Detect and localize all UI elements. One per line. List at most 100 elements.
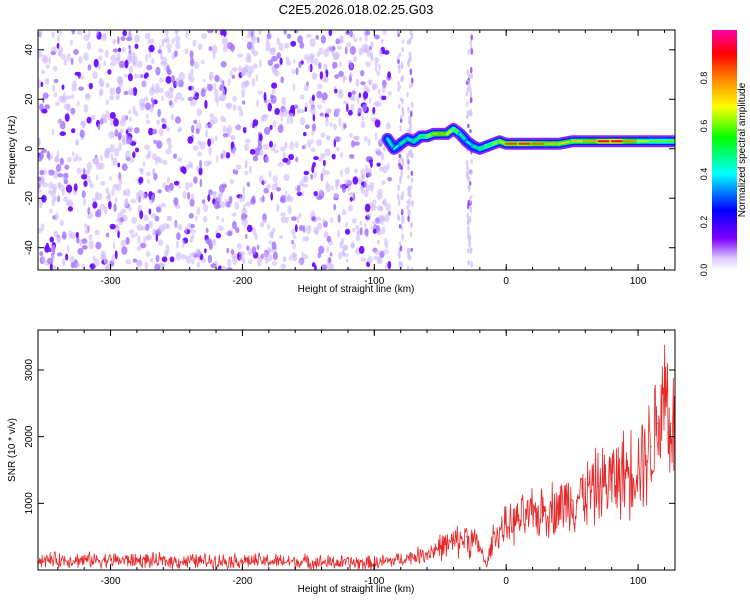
noise-speck bbox=[112, 241, 116, 250]
noise-speck bbox=[178, 184, 182, 189]
noise-speck bbox=[292, 83, 296, 92]
noise-speck bbox=[128, 30, 132, 34]
noise-speck bbox=[465, 91, 469, 97]
noise-speck bbox=[299, 41, 305, 49]
noise-speck bbox=[360, 81, 366, 86]
noise-speck bbox=[147, 150, 152, 159]
noise-speck bbox=[83, 34, 90, 41]
noise-speck bbox=[170, 113, 175, 121]
noise-speck bbox=[406, 204, 409, 210]
noise-speck bbox=[304, 106, 307, 112]
noise-speck bbox=[203, 78, 206, 83]
noise-speck bbox=[279, 57, 283, 66]
noise-speck bbox=[131, 217, 138, 224]
noise-speck bbox=[244, 158, 248, 168]
noise-speck bbox=[242, 203, 246, 213]
noise-speck bbox=[230, 135, 236, 141]
noise-speck bbox=[466, 110, 470, 118]
noise-speck bbox=[118, 177, 123, 186]
noise-speck bbox=[187, 191, 191, 200]
noise-speck bbox=[370, 41, 374, 49]
noise-speck bbox=[220, 30, 225, 36]
noise-speck bbox=[231, 220, 237, 230]
noise-speck bbox=[272, 260, 277, 266]
noise-speck bbox=[44, 245, 50, 253]
noise-speck bbox=[148, 208, 152, 215]
noise-speck bbox=[105, 265, 109, 270]
noise-speck bbox=[267, 248, 274, 253]
snr-point bbox=[400, 558, 402, 560]
noise-speck bbox=[85, 169, 91, 175]
noise-speck bbox=[382, 198, 387, 207]
noise-speck bbox=[41, 148, 47, 153]
noise-speck bbox=[256, 99, 259, 107]
noise-speck bbox=[291, 216, 297, 222]
noise-speck bbox=[376, 193, 383, 200]
noise-speck bbox=[468, 234, 471, 243]
noise-speck bbox=[229, 178, 234, 185]
noise-speck bbox=[468, 109, 472, 117]
noise-speck bbox=[342, 244, 348, 251]
noise-speck bbox=[219, 78, 223, 84]
noise-speck bbox=[142, 80, 147, 88]
noise-speck bbox=[353, 141, 360, 146]
noise-speck bbox=[398, 241, 402, 246]
snr-x-tick-label: 0 bbox=[503, 576, 509, 587]
noise-speck bbox=[387, 210, 391, 216]
noise-speck bbox=[38, 79, 42, 88]
noise-speck bbox=[355, 78, 360, 88]
noise-speck bbox=[252, 63, 258, 69]
noise-speck bbox=[370, 203, 377, 212]
noise-speck bbox=[156, 206, 161, 213]
noise-speck bbox=[278, 111, 284, 117]
noise-speck bbox=[222, 88, 225, 98]
noise-speck bbox=[135, 147, 139, 153]
noise-speck bbox=[95, 241, 102, 250]
noise-speck bbox=[272, 175, 278, 183]
spectrogram-x-label: Height of straight line (km) bbox=[298, 284, 415, 295]
noise-speck bbox=[470, 261, 474, 268]
noise-speck bbox=[121, 246, 128, 255]
noise-speck bbox=[367, 138, 371, 147]
noise-speck bbox=[363, 136, 368, 142]
noise-speck bbox=[39, 251, 44, 257]
noise-speck bbox=[105, 232, 110, 238]
snr-x-tick-label: -200 bbox=[232, 576, 252, 587]
noise-speck bbox=[165, 244, 170, 249]
noise-speck bbox=[134, 127, 140, 134]
noise-speck bbox=[335, 179, 340, 184]
noise-speck bbox=[108, 131, 115, 139]
signal-trace bbox=[381, 123, 675, 155]
noise-speck bbox=[326, 257, 332, 266]
noise-speck bbox=[374, 34, 380, 40]
noise-speck bbox=[313, 191, 318, 197]
noise-speck bbox=[65, 95, 72, 100]
noise-speck bbox=[241, 217, 248, 227]
snr-x-label: Height of straight line (km) bbox=[298, 584, 415, 595]
noise-speck bbox=[87, 207, 91, 215]
noise-speck bbox=[371, 84, 376, 91]
noise-speck bbox=[139, 210, 144, 220]
noise-speck bbox=[354, 168, 359, 174]
noise-speck bbox=[341, 209, 347, 216]
noise-speck bbox=[352, 227, 356, 233]
noise-speck bbox=[377, 255, 381, 264]
noise-speck bbox=[406, 200, 409, 204]
noise-speck bbox=[366, 87, 371, 94]
noise-speck bbox=[316, 52, 320, 58]
noise-speck bbox=[218, 97, 225, 102]
noise-speck bbox=[124, 59, 129, 69]
noise-speck bbox=[334, 74, 340, 79]
noise-speck bbox=[409, 184, 413, 191]
noise-speck bbox=[366, 172, 372, 178]
noise-speck bbox=[409, 37, 412, 42]
noise-speck bbox=[326, 135, 331, 141]
noise-speck bbox=[134, 34, 141, 43]
noise-speck bbox=[148, 44, 155, 53]
noise-speck bbox=[401, 47, 405, 53]
noise-speck bbox=[103, 206, 108, 215]
noise-speck bbox=[108, 200, 112, 210]
noise-speck bbox=[242, 186, 246, 195]
noise-speck bbox=[411, 152, 414, 159]
noise-speck bbox=[248, 65, 254, 74]
